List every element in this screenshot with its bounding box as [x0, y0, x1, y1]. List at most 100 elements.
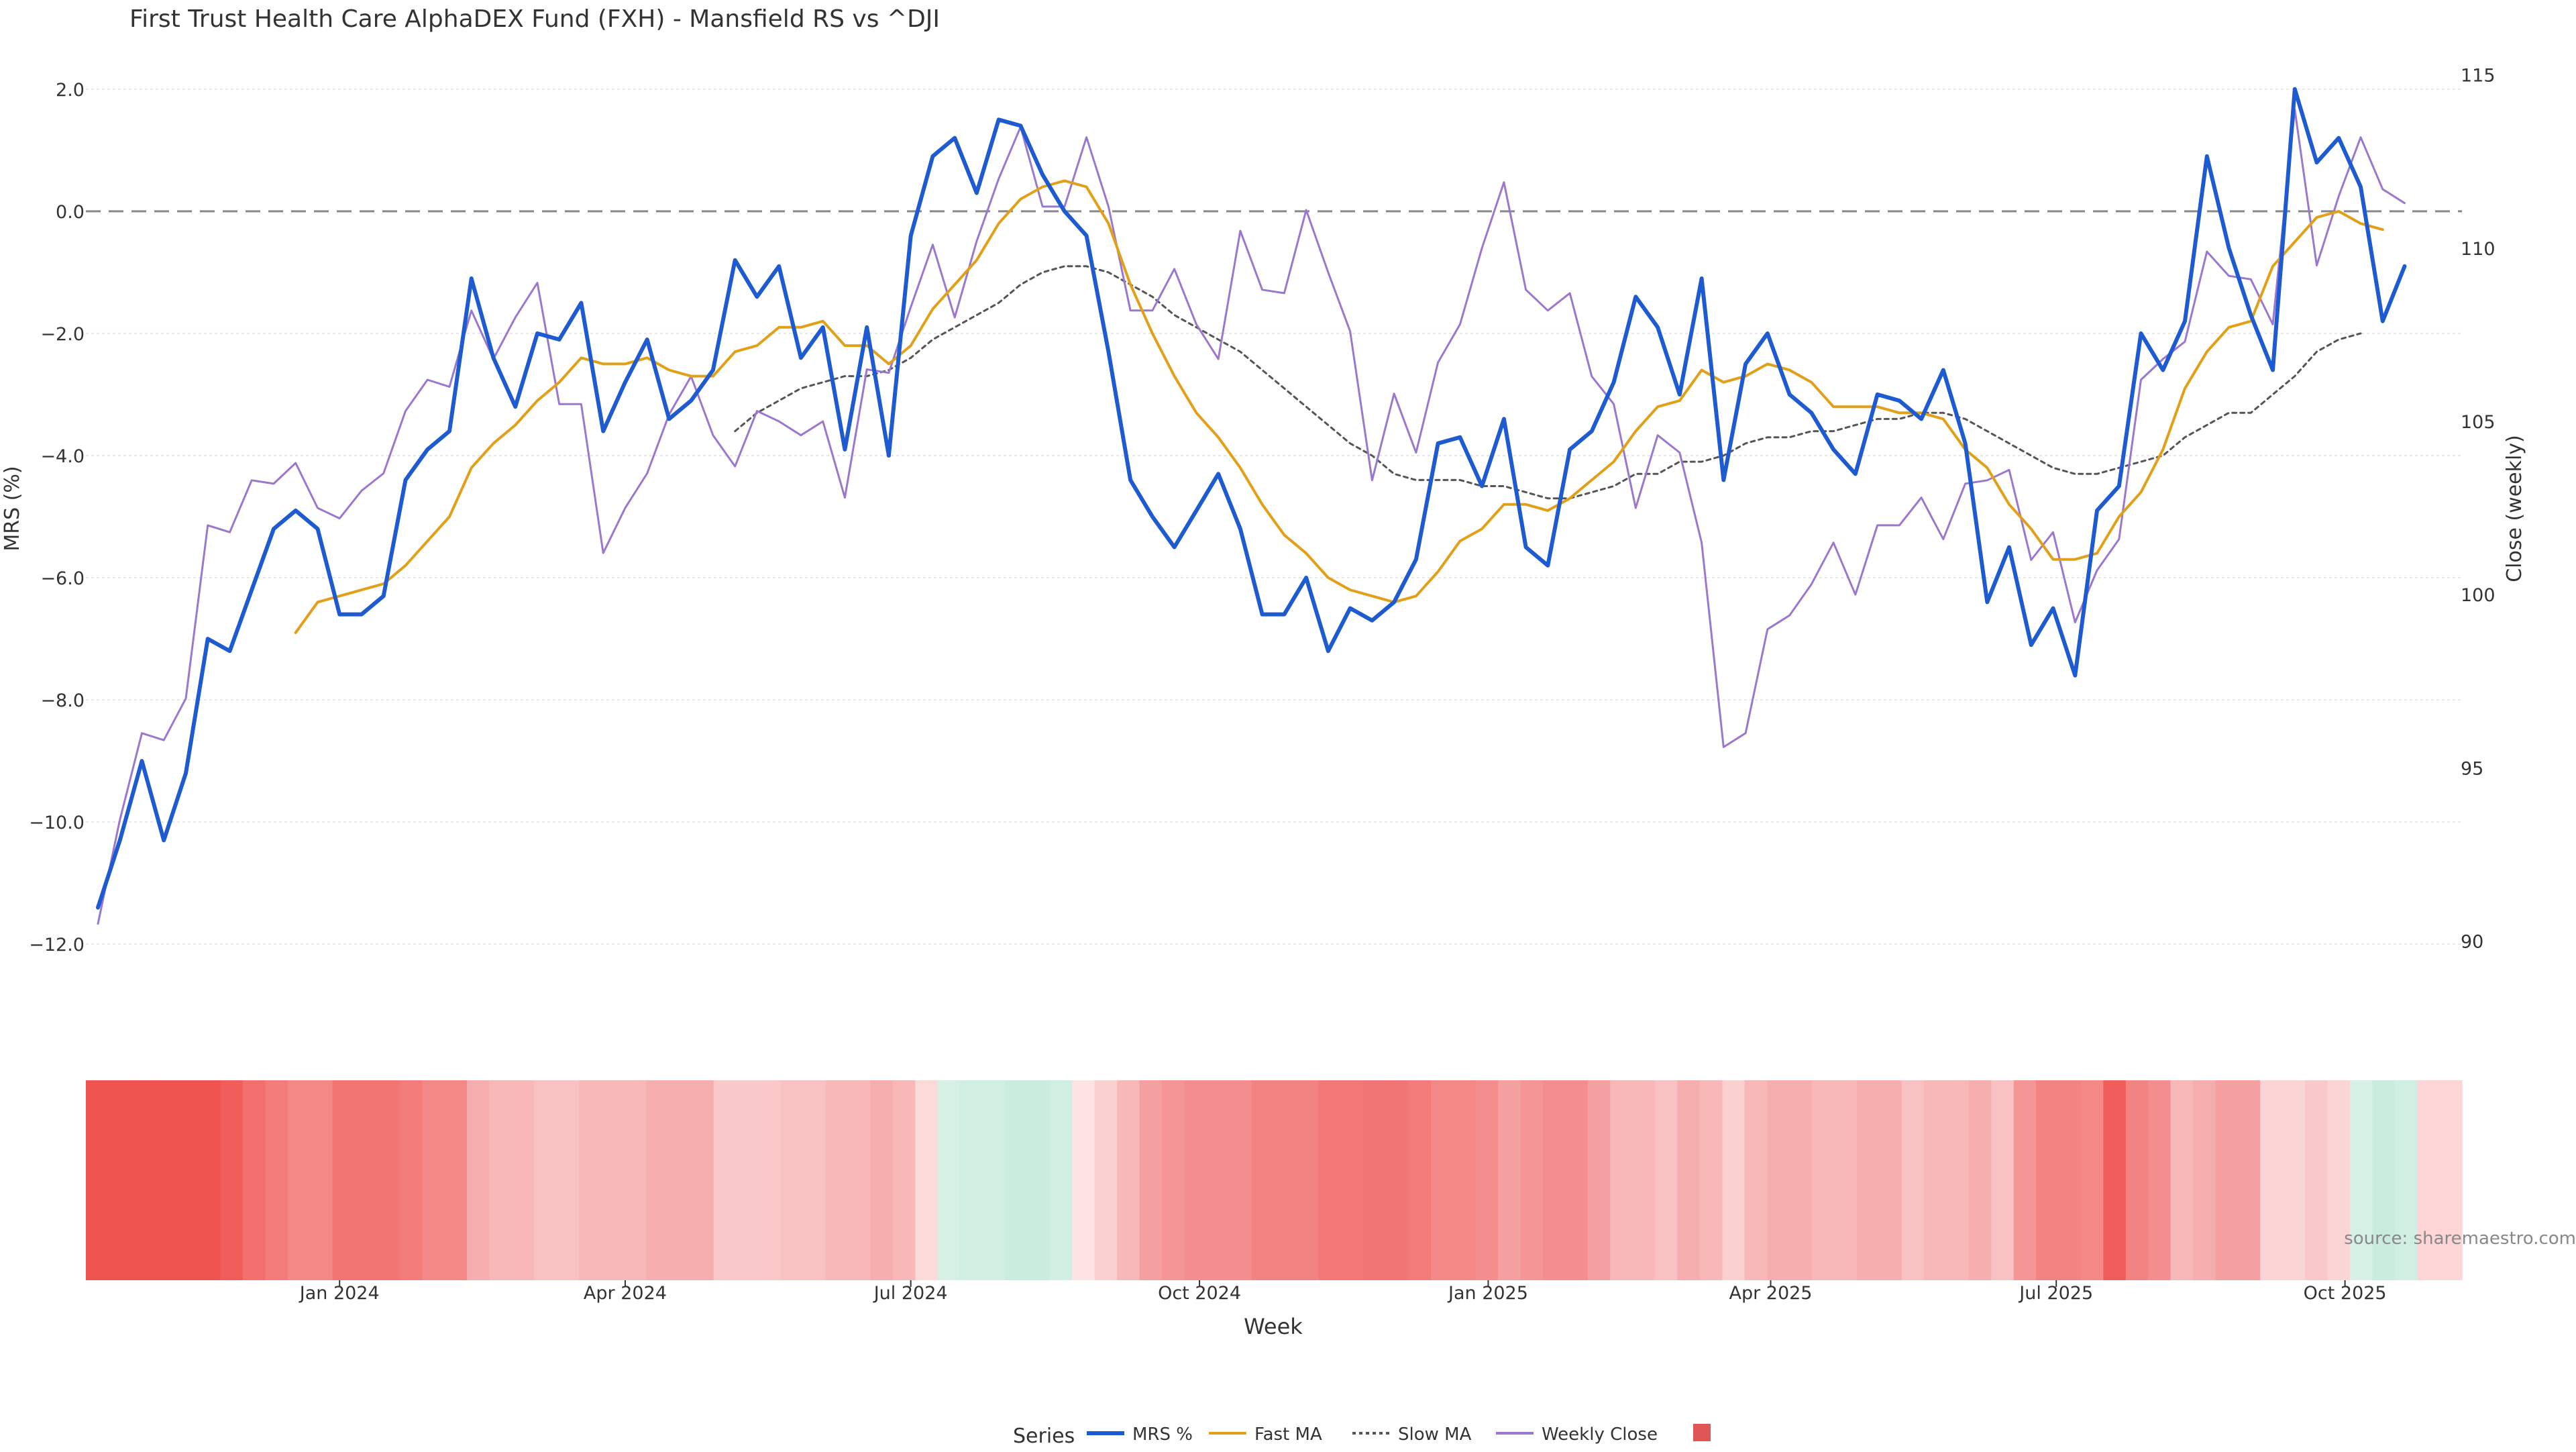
heatmap-cell: [2260, 1080, 2284, 1280]
legend-item[interactable]: Slow MA: [1352, 1424, 1472, 1445]
heatmap-cell: [937, 1080, 961, 1280]
heatmap-cell: [108, 1080, 131, 1280]
heatmap-cell: [825, 1080, 849, 1280]
right-axis-ticks: 115 110 105 100 95 90: [2461, 66, 2496, 953]
heatmap-strip: [86, 1080, 2463, 1280]
heatmap-cell: [1274, 1080, 1297, 1280]
right-tick-label: 90: [2461, 932, 2483, 953]
heatmap-cell: [86, 1080, 109, 1280]
heatmap-cell: [736, 1080, 759, 1280]
x-tick-label: Jul 2024: [873, 1283, 948, 1304]
heatmap-cell: [153, 1080, 176, 1280]
heatmap-cell: [1699, 1080, 1723, 1280]
heatmap-cell: [960, 1080, 983, 1280]
left-tick-label: −12.0: [29, 935, 85, 955]
heatmap-cell: [354, 1080, 378, 1280]
heatmap-cell: [332, 1080, 356, 1280]
heatmap-cell: [1117, 1080, 1140, 1280]
heatmap-cell: [713, 1080, 737, 1280]
left-tick-label: −10.0: [29, 813, 85, 833]
heatmap-cell: [287, 1080, 311, 1280]
heatmap-cell: [2237, 1080, 2261, 1280]
legend-swatch: [1693, 1424, 1711, 1441]
heatmap-cell: [1408, 1080, 1432, 1280]
legend-item[interactable]: MRS %: [1087, 1424, 1193, 1445]
legend-label: MRS %: [1132, 1424, 1193, 1445]
heatmap-cell: [982, 1080, 1006, 1280]
x-tick-label: Jan 2024: [299, 1283, 380, 1304]
gridlines: [86, 88, 2462, 945]
series-line-slow-ma: [734, 265, 2362, 500]
heatmap-cell: [1834, 1080, 1858, 1280]
right-tick-label: 115: [2461, 66, 2496, 87]
left-axis-ticks: 2.0 0.0 −2.0 −4.0 −6.0 −8.0 −10.0 −12.0: [29, 80, 85, 955]
heatmap-cell: [1542, 1080, 1566, 1280]
heatmap-cell: [1094, 1080, 1118, 1280]
heatmap-cell: [444, 1080, 468, 1280]
left-tick-label: 0.0: [56, 202, 85, 223]
heatmap-cell: [1229, 1080, 1252, 1280]
right-tick-label: 105: [2461, 412, 2496, 433]
heatmap-cell: [1430, 1080, 1454, 1280]
heatmap-cell: [668, 1080, 692, 1280]
heatmap-cell: [1184, 1080, 1208, 1280]
right-tick-label: 110: [2461, 239, 2496, 260]
heatmap-cell: [2349, 1080, 2373, 1280]
legend-item[interactable]: [1693, 1424, 1711, 1441]
x-tick-label: Apr 2025: [1729, 1283, 1812, 1304]
heatmap-cell: [242, 1080, 266, 1280]
series-line-fast-ma: [294, 179, 2384, 634]
legend: Series MRS % Fast MA Slow MA Weekly Close: [1013, 1424, 1711, 1448]
heatmap-cell: [2215, 1080, 2239, 1280]
right-axis-label: Close (weekly): [2503, 435, 2526, 582]
left-tick-label: −4.0: [40, 446, 85, 467]
right-tick-label: 95: [2461, 758, 2483, 779]
heatmap-cell: [1520, 1080, 1544, 1280]
heatmap-cell: [1251, 1080, 1275, 1280]
heatmap-cell: [2282, 1080, 2306, 1280]
heatmap-cell: [1789, 1080, 1813, 1280]
heatmap-cell: [848, 1080, 871, 1280]
heatmap-cell: [780, 1080, 804, 1280]
heatmap-cell: [1744, 1080, 1768, 1280]
heatmap-cell: [511, 1080, 535, 1280]
heatmap-cell: [892, 1080, 916, 1280]
heatmap-cell: [1565, 1080, 1589, 1280]
heatmap-cell: [1363, 1080, 1387, 1280]
heatmap-cell: [803, 1080, 826, 1280]
heatmap-cell: [556, 1080, 580, 1280]
heatmap-cell: [130, 1080, 154, 1280]
x-tick-label: Jul 2025: [2018, 1283, 2093, 1304]
heatmap-cell: [623, 1080, 647, 1280]
heatmap-cell: [198, 1080, 221, 1280]
heatmap-cell: [1856, 1080, 1880, 1280]
series-layer: [96, 87, 2407, 925]
heatmap-cell: [1318, 1080, 1342, 1280]
heatmap-cell: [1587, 1080, 1611, 1280]
left-tick-label: 2.0: [56, 80, 85, 101]
heatmap-cell: [1498, 1080, 1521, 1280]
heatmap-cell: [1139, 1080, 1163, 1280]
heatmap-cell: [1879, 1080, 1902, 1280]
legend-label: Weekly Close: [1542, 1424, 1658, 1445]
heatmap-cell: [1453, 1080, 1477, 1280]
heatmap-cell: [2125, 1080, 2149, 1280]
x-axis-ticks: Jan 2024 Apr 2024 Jul 2024 Oct 2024 Jan 2025…: [299, 1280, 2387, 1304]
left-axis-label: MRS (%): [1, 466, 24, 551]
heatmap-cell: [1901, 1080, 1925, 1280]
heatmap-cell: [310, 1080, 333, 1280]
heatmap-cell: [220, 1080, 244, 1280]
heatmap-cell: [422, 1080, 445, 1280]
heatmap-cell: [1677, 1080, 1701, 1280]
heatmap-cell: [1161, 1080, 1185, 1280]
legend-item[interactable]: Weekly Close: [1496, 1424, 1658, 1445]
legend-item[interactable]: Fast MA: [1209, 1424, 1322, 1445]
heatmap-cell: [2439, 1080, 2463, 1280]
heatmap-cell: [646, 1080, 669, 1280]
heatmap-cell: [1049, 1080, 1073, 1280]
heatmap-cell: [1722, 1080, 1746, 1280]
heatmap-cell: [467, 1080, 490, 1280]
heatmap-cell: [1946, 1080, 1970, 1280]
heatmap-cell: [601, 1080, 625, 1280]
